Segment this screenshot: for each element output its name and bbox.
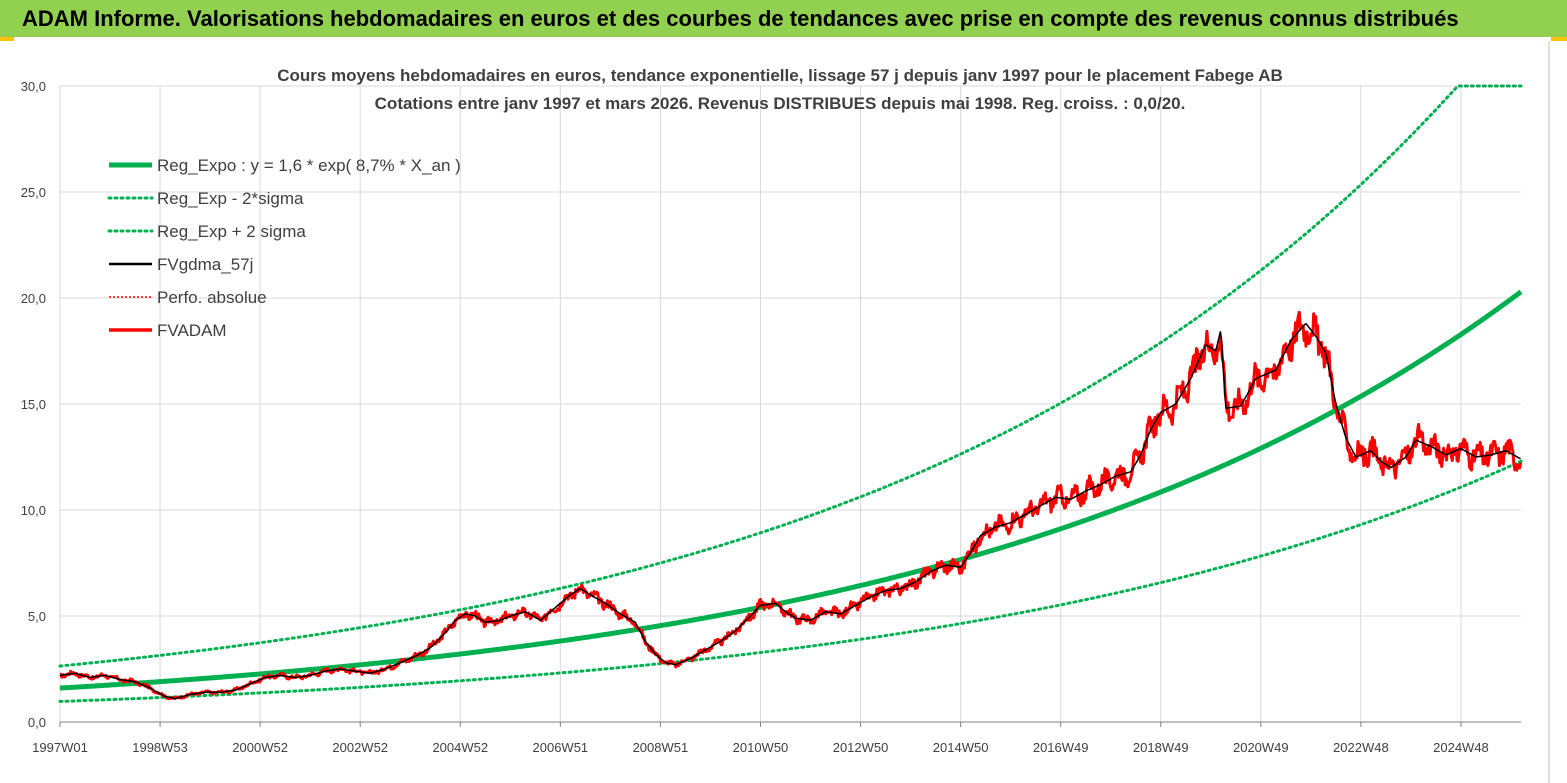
y-tick-label: 20,0 [21,291,46,306]
x-tick-label: 2008W51 [633,740,689,755]
chart-background [0,41,1567,783]
chart-title-line-1: Cours moyens hebdomadaires en euros, ten… [277,66,1283,85]
banner-accent-right [1551,37,1567,41]
x-tick-label: 2016W49 [1033,740,1089,755]
legend-label: Reg_Exp - 2*sigma [157,189,304,208]
banner-accent-left [0,37,14,41]
y-tick-label: 30,0 [21,79,46,94]
y-tick-label: 0,0 [28,715,46,730]
x-tick-label: 2000W52 [232,740,288,755]
chart-title-line-2: Cotations entre janv 1997 et mars 2026. … [375,94,1186,113]
plot-series [58,84,1523,703]
chart-area: 0,0 5,0 10,0 15,0 20,0 25,0 30,0 1997W01 1998W53… [0,41,1567,783]
axes: 0,0 5,0 10,0 15,0 20,0 25,0 30,0 1997W01 1998W53… [21,79,1521,755]
x-tick-label: 1998W53 [132,740,188,755]
reg-exp-minus-2sigma-line [58,459,1523,703]
x-tick-label: 2020W49 [1233,740,1289,755]
chart-svg: 0,0 5,0 10,0 15,0 20,0 25,0 30,0 1997W01 1998W53… [0,41,1567,783]
legend-label: Reg_Expo : y = 1,6 * exp( 8,7% * X_an ) [157,156,461,175]
x-tick-label: 2014W50 [933,740,989,755]
y-tick-label: 15,0 [21,397,46,412]
y-tick-label: 10,0 [21,503,46,518]
y-tick-label: 5,0 [28,609,46,624]
x-tick-label: 2018W49 [1133,740,1189,755]
legend-label: Reg_Exp + 2 sigma [157,222,306,241]
x-tick-label: 2004W52 [432,740,488,755]
legend-label: Perfo. absolue [157,288,267,307]
report-banner-title: ADAM Informe. Valorisations hebdomadaire… [0,0,1567,37]
legend-label: FVADAM [157,321,227,340]
reg-expo-line [59,289,1523,691]
x-tick-label: 2010W50 [733,740,789,755]
legend-label: FVgdma_57j [157,255,253,274]
y-tick-label: 25,0 [21,185,46,200]
x-tick-label: 2022W48 [1333,740,1389,755]
legend: Reg_Expo : y = 1,6 * exp( 8,7% * X_an ) R… [107,156,461,340]
fvgdma-57j-line [59,322,1521,700]
x-tick-label: 2024W48 [1433,740,1489,755]
x-tick-label: 2002W52 [332,740,388,755]
reg-exp-plus-2sigma-line [58,84,1523,668]
x-tick-label: 2006W51 [533,740,589,755]
x-tick-label: 1997W01 [32,740,88,755]
x-tick-label: 2012W50 [833,740,889,755]
